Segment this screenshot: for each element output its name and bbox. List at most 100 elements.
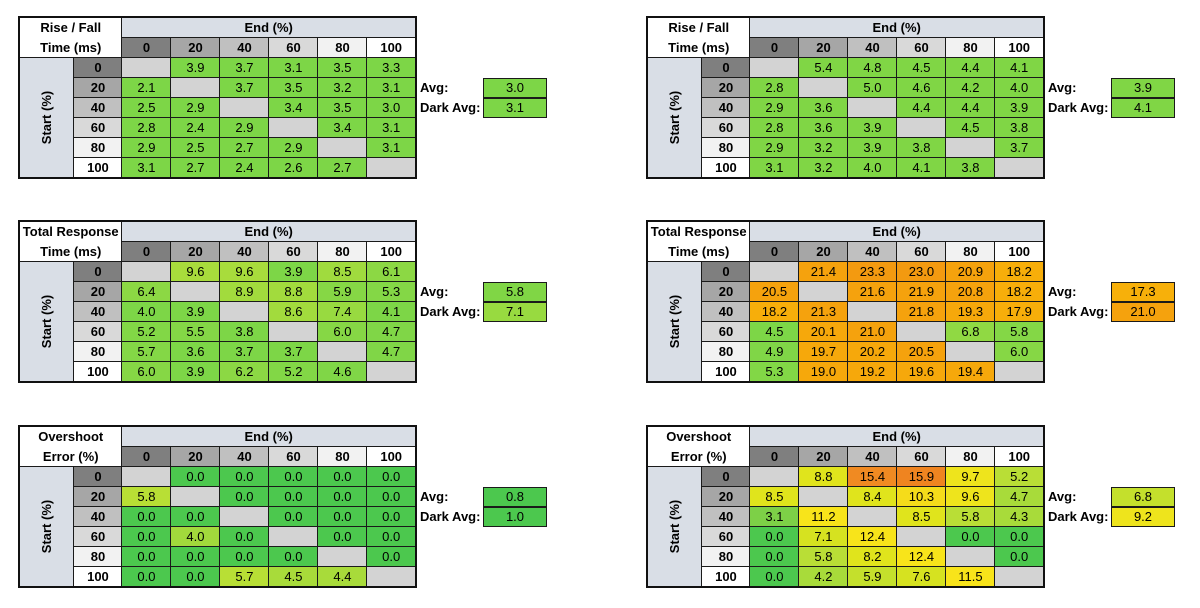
value-cell: 5.7 [219, 566, 270, 588]
diagonal-cell [219, 97, 270, 118]
avg-label: Avg: [1048, 284, 1077, 299]
value-cell: 17.9 [994, 301, 1045, 322]
diagonal-cell [994, 157, 1045, 179]
value-cell: 0.0 [170, 546, 221, 567]
value-cell: 23.0 [896, 261, 947, 282]
value-cell: 4.4 [945, 97, 996, 118]
value-cell: 21.0 [847, 321, 898, 342]
diagonal-cell [268, 321, 319, 342]
table-title-line1: Rise / Fall [646, 16, 751, 38]
start-axis-header: Start (%) [646, 466, 703, 588]
value-cell: 3.1 [749, 157, 800, 179]
diagonal-cell [847, 97, 898, 118]
value-cell: 0.0 [219, 486, 270, 507]
value-cell: 5.8 [798, 546, 849, 567]
value-cell: 0.0 [268, 546, 319, 567]
diagonal-cell [896, 117, 947, 138]
diagonal-cell [170, 77, 221, 98]
end-level-header: 20 [170, 37, 221, 58]
value-cell: 6.0 [121, 361, 172, 383]
end-level-header: 60 [896, 37, 947, 58]
start-axis-label: Start (%) [39, 90, 55, 145]
avg-label: Avg: [420, 489, 449, 504]
dark-avg-label: Dark Avg: [420, 304, 481, 319]
averages-panel: Avg: 17.3 Dark Avg: 21.0 [1048, 282, 1198, 324]
start-level-header: 40 [73, 506, 123, 527]
value-cell: 0.0 [317, 466, 368, 487]
value-cell: 4.4 [317, 566, 368, 588]
value-cell: 0.0 [121, 566, 172, 588]
start-level-header: 20 [73, 281, 123, 302]
value-cell: 19.6 [896, 361, 947, 383]
value-cell: 3.5 [317, 57, 368, 78]
end-level-header: 80 [317, 241, 368, 262]
value-cell: 0.0 [268, 506, 319, 527]
end-level-header: 80 [317, 37, 368, 58]
value-cell: 5.8 [945, 506, 996, 527]
value-cell: 20.8 [945, 281, 996, 302]
value-cell: 0.0 [268, 486, 319, 507]
averages-panel: Avg: 6.8 Dark Avg: 9.2 [1048, 487, 1198, 529]
value-cell: 4.7 [994, 486, 1045, 507]
value-cell: 0.0 [317, 526, 368, 547]
value-cell: 0.0 [366, 546, 417, 567]
start-level-header: 20 [73, 77, 123, 98]
value-cell: 4.6 [317, 361, 368, 383]
diagonal-cell [945, 137, 996, 158]
end-level-header: 100 [366, 446, 417, 467]
value-cell: 0.0 [994, 546, 1045, 567]
start-axis-header: Start (%) [18, 261, 75, 383]
value-cell: 5.5 [170, 321, 221, 342]
end-level-header: 60 [896, 241, 947, 262]
value-cell: 2.8 [749, 77, 800, 98]
start-level-header: 80 [73, 546, 123, 567]
value-cell: 0.0 [366, 506, 417, 527]
value-cell: 19.3 [945, 301, 996, 322]
value-cell: 3.1 [366, 137, 417, 158]
value-cell: 5.0 [847, 77, 898, 98]
start-level-header: 80 [73, 137, 123, 158]
start-level-header: 40 [701, 97, 751, 118]
diagonal-cell [749, 57, 800, 78]
value-cell: 3.5 [268, 77, 319, 98]
value-cell: 2.7 [170, 157, 221, 179]
value-cell: 18.2 [994, 261, 1045, 282]
end-axis-header: End (%) [749, 425, 1045, 447]
value-cell: 4.3 [994, 506, 1045, 527]
diagonal-cell [847, 506, 898, 527]
value-cell: 21.8 [896, 301, 947, 322]
value-cell: 3.1 [749, 506, 800, 527]
diagonal-cell [366, 157, 417, 179]
value-cell: 0.0 [994, 526, 1045, 547]
avg-value: 3.0 [483, 78, 547, 98]
dark-avg-value: 1.0 [483, 507, 547, 527]
end-level-header: 20 [170, 241, 221, 262]
value-cell: 9.7 [945, 466, 996, 487]
averages-panel: Avg: 0.8 Dark Avg: 1.0 [420, 487, 570, 529]
dark-avg-label: Dark Avg: [1048, 304, 1109, 319]
end-axis-header: End (%) [121, 16, 417, 38]
value-cell: 2.9 [749, 137, 800, 158]
end-level-header: 40 [219, 241, 270, 262]
value-cell: 4.2 [798, 566, 849, 588]
start-level-header: 20 [701, 77, 751, 98]
diagonal-cell [945, 546, 996, 567]
avg-value: 17.3 [1111, 282, 1175, 302]
response-table-6: Overshoot End (%) Error (%) 0 20 40 60 80 100 Sta… [646, 425, 1045, 588]
end-level-header: 40 [847, 446, 898, 467]
value-cell: 6.1 [366, 261, 417, 282]
diagonal-cell [994, 566, 1045, 588]
start-axis-label: Start (%) [667, 294, 683, 349]
value-cell: 0.0 [170, 506, 221, 527]
value-cell: 3.9 [847, 117, 898, 138]
end-level-header: 0 [749, 37, 800, 58]
value-cell: 4.5 [268, 566, 319, 588]
value-cell: 4.5 [896, 57, 947, 78]
dark-avg-label: Dark Avg: [420, 509, 481, 524]
response-table-2: Rise / Fall End (%) Time (ms) 0 20 40 60 80 100 S… [646, 16, 1045, 179]
start-level-header: 20 [701, 281, 751, 302]
table-title-line2: Time (ms) [18, 241, 123, 262]
diagonal-cell [896, 321, 947, 342]
response-table-1: Rise / Fall End (%) Time (ms) 0 20 40 60 80 100 S… [18, 16, 417, 179]
value-cell: 0.0 [268, 466, 319, 487]
